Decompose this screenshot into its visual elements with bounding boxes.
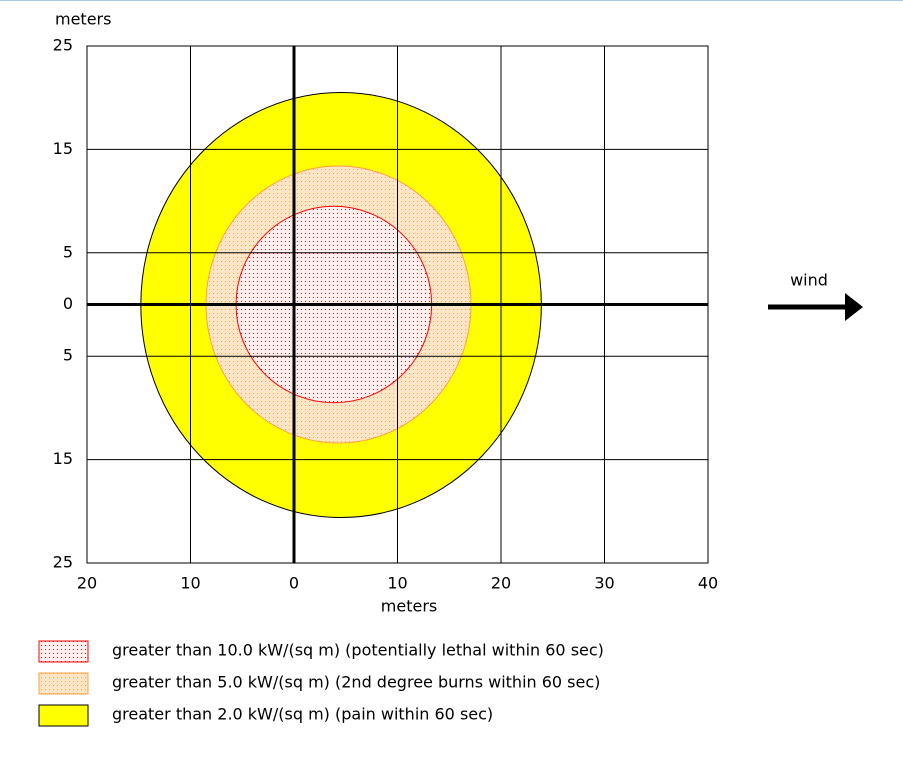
legend-swatch (38, 640, 89, 663)
x-tick-label: 20 (491, 574, 511, 593)
x-tick-label: 20 (77, 574, 97, 593)
x-axis-label: meters (381, 597, 437, 616)
x-tick-label: 10 (180, 574, 200, 593)
legend-label: greater than 10.0 kW/(sq m) (potentially… (112, 641, 604, 660)
x-tick-label: 10 (387, 574, 407, 593)
y-tick-label: 15 (53, 449, 73, 468)
y-tick-label: 15 (53, 139, 73, 158)
x-tick-label: 30 (594, 574, 614, 593)
y-tick-label: 5 (63, 242, 73, 261)
y-tick-label: 5 (63, 346, 73, 365)
y-tick-label: 0 (63, 294, 73, 313)
y-tick-label: 25 (53, 36, 73, 55)
legend-swatch (38, 704, 89, 727)
legend-label: greater than 5.0 kW/(sq m) (2nd degree b… (112, 673, 600, 692)
wind-arrow-head (845, 293, 863, 321)
x-tick-label: 40 (698, 574, 718, 593)
y-axis-label: meters (55, 10, 111, 29)
plot-border (86, 45, 709, 564)
x-tick-label: 0 (289, 574, 299, 593)
wind-label: wind (790, 271, 828, 290)
legend-swatch (38, 672, 89, 695)
legend-label: greater than 2.0 kW/(sq m) (pain within … (112, 705, 493, 724)
y-tick-label: 25 (53, 553, 73, 572)
